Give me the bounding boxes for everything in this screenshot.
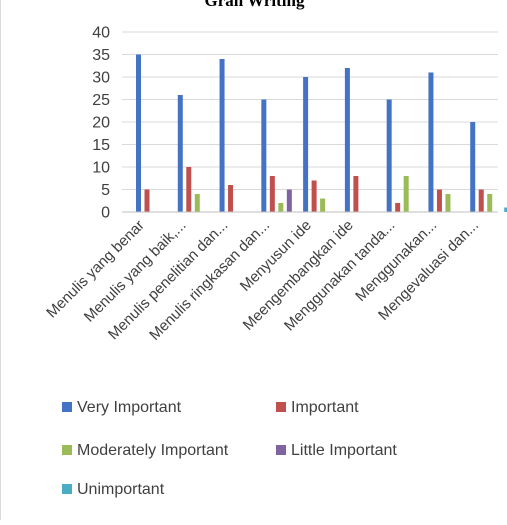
bar [344,68,350,212]
legend-label: Very Important [77,399,182,416]
bar [487,194,493,212]
legend-swatch [276,402,286,412]
bar [403,176,409,212]
bar [144,189,150,212]
y-tick-label: 20 [92,115,110,132]
bar [228,185,234,212]
legend-swatch [62,484,72,494]
legend-swatch [276,445,286,455]
bar [470,122,476,212]
bar [177,95,183,212]
bar [478,189,484,212]
y-tick-label: 30 [92,70,110,87]
y-tick-label: 35 [92,47,110,64]
bar [286,189,292,212]
bar [386,99,392,212]
y-tick-label: 15 [92,137,110,154]
y-tick-label: 5 [101,182,110,199]
bar [504,207,507,212]
legend-swatch [62,445,72,455]
y-tick-label: 0 [101,205,110,222]
bar [428,72,434,212]
legend-swatch [62,402,72,412]
gridlines [122,31,498,190]
bar [278,203,284,212]
y-tick-label: 10 [92,160,110,177]
bar [395,203,401,212]
bar [269,176,275,212]
bar [353,176,359,212]
bar [136,54,141,212]
legend-label: Little Important [291,442,397,459]
bar [261,99,267,212]
bar [194,194,200,212]
legend-label: Moderately Important [77,442,229,459]
bar [186,167,192,212]
bar [320,198,326,212]
bar [311,180,317,212]
bar [445,194,451,212]
bar [219,59,225,212]
bar [436,189,442,212]
bar [303,77,309,212]
chart-title: Gran Writing [204,0,305,10]
y-tick-label: 40 [92,25,110,42]
y-tick-label: 25 [92,92,110,109]
legend-label: Important [291,399,359,416]
bars [136,54,507,212]
legend: Very Important Important Moderately Import… [62,399,397,498]
legend-label: Unimportant [77,481,165,498]
